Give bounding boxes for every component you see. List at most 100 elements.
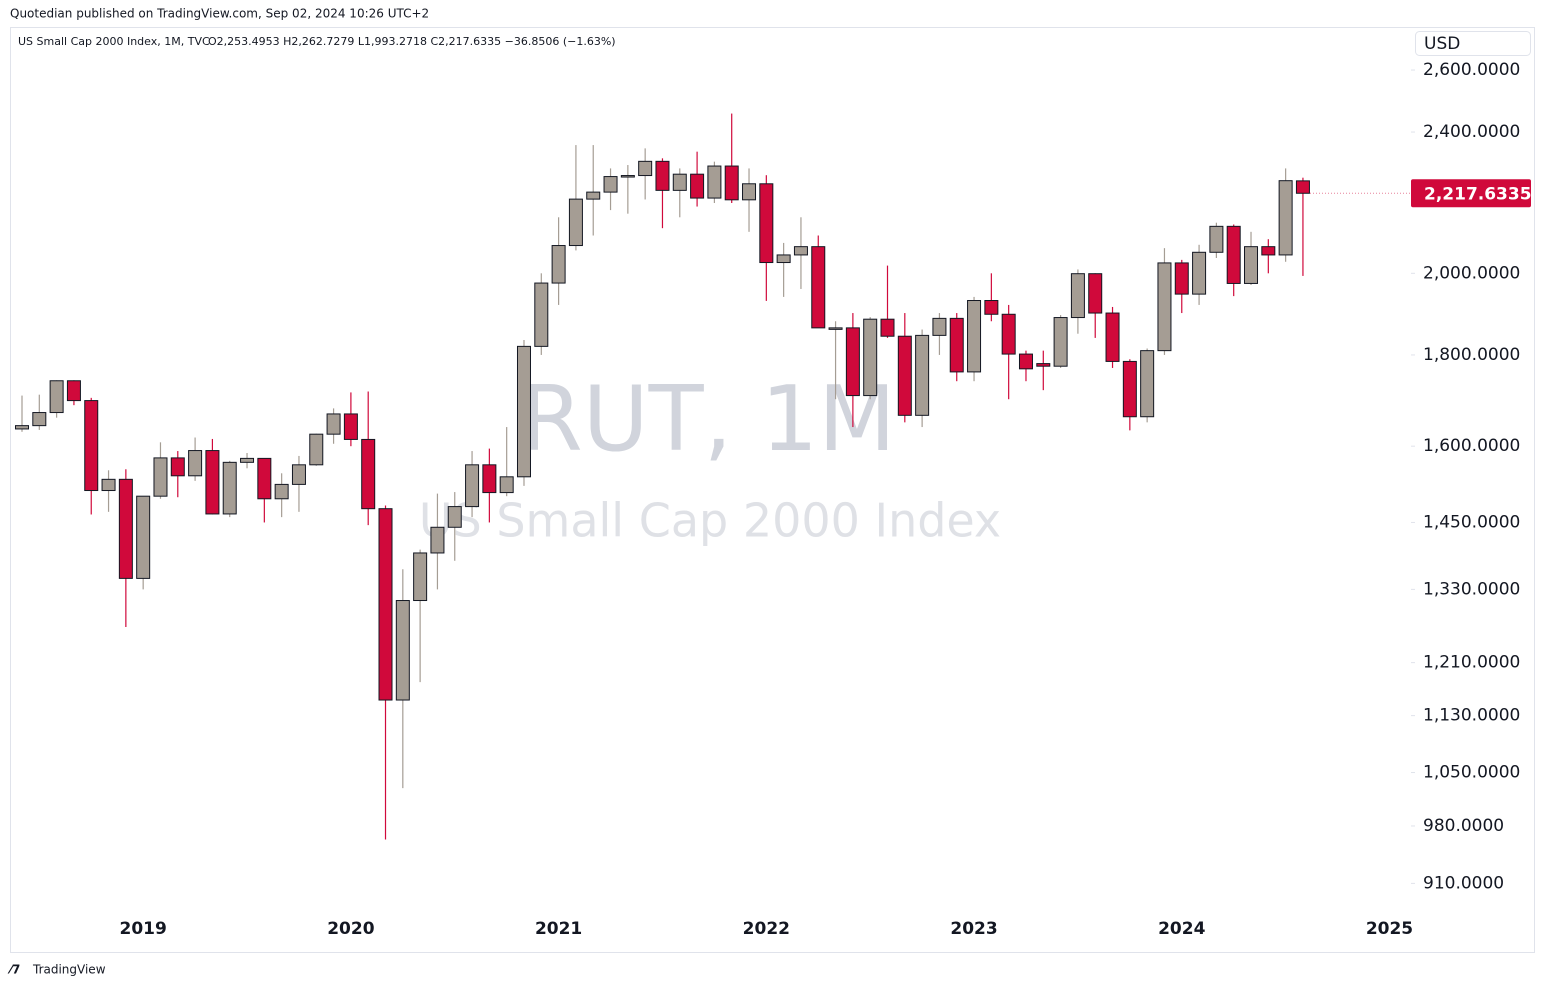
y-tick-label: 2,600.0000 — [1423, 60, 1520, 80]
candle-body — [690, 173, 705, 199]
candle-body — [309, 433, 324, 466]
candle-body — [15, 425, 29, 430]
candle-body — [118, 478, 133, 579]
x-tick-label: 2020 — [327, 919, 374, 939]
candle-body — [447, 506, 462, 528]
candle-body — [1001, 313, 1016, 355]
currency: USD — [1424, 34, 1460, 54]
candle-body — [482, 464, 497, 494]
y-tick-label: 2,000.0000 — [1423, 263, 1520, 283]
x-tick-label: 2019 — [120, 919, 167, 939]
y-tick-label: 1,450.0000 — [1423, 512, 1520, 532]
candle-body — [1192, 251, 1207, 295]
y-tick-label: 1,050.0000 — [1423, 763, 1520, 783]
candle-body — [1278, 180, 1293, 256]
candle-body — [1157, 262, 1172, 352]
candle-body — [932, 317, 947, 336]
candle-body — [568, 198, 583, 247]
candle-body — [170, 457, 185, 477]
watermark-subtitle: US Small Cap 2000 Index — [419, 494, 1001, 548]
candle-body — [49, 380, 64, 414]
candle-body — [274, 483, 289, 500]
candle-body — [291, 464, 306, 485]
candle-body — [326, 413, 341, 435]
candle-body — [620, 175, 635, 178]
candle-body — [1209, 225, 1224, 253]
candle-body — [1018, 353, 1033, 370]
candle-body — [1295, 180, 1310, 194]
x-tick-label: 2021 — [535, 919, 582, 939]
candle-body — [793, 246, 808, 256]
y-tick-label: 1,130.0000 — [1423, 706, 1520, 726]
x-tick-label: 2024 — [1158, 919, 1205, 939]
candle-body — [1105, 312, 1120, 362]
candle-body — [863, 318, 878, 397]
y-tick-label: 980.0000 — [1423, 816, 1504, 836]
candle-body — [1036, 363, 1051, 367]
y-tick-label: 2,400.0000 — [1423, 122, 1520, 142]
candle-body — [205, 450, 220, 515]
candle-body — [1244, 246, 1259, 284]
candle-body — [465, 464, 480, 508]
candle-body — [516, 345, 531, 478]
candle-body — [915, 334, 930, 416]
candle-body — [811, 246, 826, 329]
candle-body — [845, 327, 860, 397]
candle-body — [967, 300, 982, 373]
candle-body — [361, 438, 376, 510]
x-tick-label: 2022 — [743, 919, 790, 939]
candle-body — [603, 176, 618, 193]
candle-body — [1070, 273, 1085, 319]
chart-frame — [10, 27, 1535, 953]
brand: TradingView — [32, 963, 106, 977]
candle-body — [257, 457, 272, 500]
y-tick-label: 1,600.0000 — [1423, 436, 1520, 456]
x-tick-label: 2025 — [1366, 919, 1413, 939]
watermark: RUT, 1M — [520, 367, 896, 472]
candle-body — [499, 476, 514, 494]
candle-body — [32, 412, 47, 427]
candle-body — [984, 300, 999, 315]
y-tick-label: 910.0000 — [1423, 873, 1504, 893]
last-price-label: 2,217.6335 — [1424, 184, 1532, 204]
candle-body — [1122, 360, 1137, 418]
candle-body — [1226, 225, 1241, 284]
candle-body — [84, 400, 99, 492]
y-tick-label: 1,800.0000 — [1423, 345, 1520, 365]
y-tick-label: 1,330.0000 — [1423, 579, 1520, 599]
candle-body — [188, 450, 203, 477]
candle-body — [153, 457, 168, 497]
candle-body — [759, 183, 774, 264]
candle-body — [136, 495, 151, 579]
publish-note: Quotedian published on TradingView.com, … — [10, 7, 429, 21]
candle-body — [413, 552, 428, 602]
x-tick-label: 2023 — [950, 919, 997, 939]
candle-body — [240, 457, 255, 463]
candle-body — [707, 165, 722, 199]
candle-body — [1088, 273, 1103, 314]
candle-body — [1174, 262, 1189, 295]
candle-body — [1053, 317, 1068, 367]
y-tick-label: 1,210.0000 — [1423, 653, 1520, 673]
candle-body — [586, 191, 601, 200]
candle-body — [222, 461, 237, 515]
candle-body — [534, 282, 549, 347]
candle-body — [724, 165, 739, 201]
candle-body — [897, 335, 912, 416]
ohlc-legend: O2,253.4953 H2,262.7279 L1,993.2718 C2,2… — [208, 35, 616, 48]
candle-body — [742, 183, 757, 201]
candle-body — [395, 600, 410, 701]
symbol-legend: US Small Cap 2000 Index, 1M, TVC — [18, 35, 210, 48]
candle-body — [1261, 246, 1276, 256]
candle-body — [1140, 350, 1155, 418]
candle-body — [776, 254, 791, 264]
candle-body — [430, 526, 445, 554]
candle-body — [655, 160, 670, 191]
candle-body — [66, 380, 81, 402]
candle-body — [378, 508, 393, 701]
currency-box[interactable] — [1415, 31, 1531, 56]
tv-logo: ⁄7 — [7, 963, 20, 977]
candle-body — [672, 173, 687, 191]
